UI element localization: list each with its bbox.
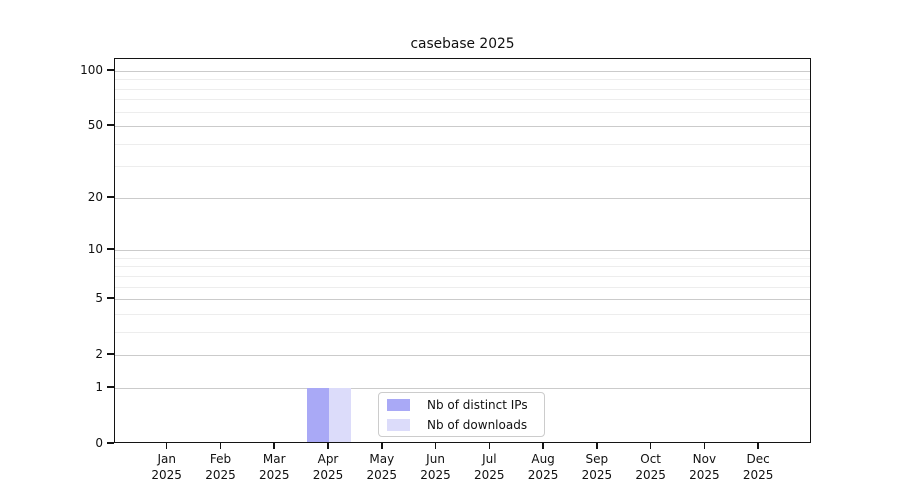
month-label: Nov bbox=[692, 452, 717, 466]
year-label: 2025 bbox=[205, 467, 236, 482]
x-axis-tick-label: Mar 2025 bbox=[244, 452, 304, 483]
month-label: Apr bbox=[317, 452, 339, 466]
year-label: 2025 bbox=[312, 467, 344, 482]
x-axis-tick-label: Sep 2025 bbox=[567, 452, 627, 483]
x-axis-tick bbox=[488, 443, 491, 449]
y-axis-tick bbox=[107, 124, 114, 126]
x-axis-tick bbox=[165, 443, 168, 449]
y-axis-tick bbox=[107, 297, 114, 299]
x-axis-tick bbox=[327, 443, 329, 449]
grid-line-major bbox=[115, 250, 810, 252]
legend-swatch-downloads bbox=[387, 418, 410, 431]
x-axis-tick bbox=[219, 443, 222, 449]
x-axis-tick-label: Aug 2025 bbox=[513, 452, 573, 483]
year-label: 2025 bbox=[258, 467, 290, 482]
plot-area bbox=[114, 58, 811, 443]
month-label: Jun bbox=[426, 452, 445, 466]
month-label: Dec bbox=[746, 452, 770, 466]
y-axis-tick-label: 10 bbox=[87, 242, 103, 257]
grid-line-minor bbox=[115, 275, 810, 277]
x-axis-tick-label: Nov 2025 bbox=[674, 452, 734, 483]
legend-label-downloads: Nb of downloads bbox=[427, 417, 528, 432]
y-axis-tick bbox=[107, 196, 114, 198]
year-label: 2025 bbox=[635, 467, 666, 482]
x-axis-tick bbox=[703, 443, 706, 449]
y-axis-tick bbox=[107, 248, 114, 250]
legend-item-distinct-ips: Nb of distinct IPs bbox=[379, 396, 544, 413]
y-axis-tick-label: 50 bbox=[87, 118, 103, 133]
y-axis-tick bbox=[107, 386, 114, 388]
year-label: 2025 bbox=[742, 467, 774, 482]
chart-title: casebase 2025 bbox=[410, 36, 515, 52]
year-label: 2025 bbox=[151, 467, 182, 482]
legend-label-distinct-ips: Nb of distinct IPs bbox=[427, 397, 528, 412]
grid-line-major bbox=[115, 70, 810, 72]
legend: Nb of distinct IPs Nb of downloads bbox=[378, 392, 545, 437]
grid-line-minor bbox=[115, 266, 810, 268]
year-label: 2025 bbox=[420, 467, 451, 482]
y-axis-tick bbox=[107, 69, 114, 71]
x-axis-tick bbox=[757, 443, 759, 449]
y-axis-tick-label: 100 bbox=[80, 62, 103, 77]
grid-line-minor bbox=[115, 99, 810, 101]
x-axis-tick-label: Jun 2025 bbox=[406, 452, 466, 483]
grid-line-minor bbox=[115, 88, 810, 90]
month-label: May bbox=[369, 452, 395, 466]
grid-line-minor bbox=[115, 143, 810, 145]
y-axis-tick-label: 5 bbox=[95, 291, 103, 306]
grid-line-major bbox=[115, 126, 810, 128]
x-axis-tick bbox=[542, 443, 544, 449]
bar-downloads bbox=[329, 387, 351, 443]
x-axis-tick-label: Dec 2025 bbox=[728, 452, 788, 483]
y-axis-tick-label: 1 bbox=[95, 379, 103, 394]
grid-line-minor bbox=[115, 286, 810, 288]
grid-line-major bbox=[115, 299, 810, 301]
grid-line-major bbox=[115, 355, 810, 357]
year-label: 2025 bbox=[689, 467, 720, 482]
grid-line-major bbox=[115, 387, 810, 389]
year-label: 2025 bbox=[474, 467, 505, 482]
month-label: Feb bbox=[209, 452, 232, 466]
grid-line-minor bbox=[115, 166, 810, 168]
y-axis-tick-label: 2 bbox=[95, 347, 103, 362]
x-axis-tick-label: Feb 2025 bbox=[190, 452, 250, 483]
y-axis-tick-label: 0 bbox=[95, 436, 103, 450]
x-axis-tick bbox=[649, 443, 652, 449]
year-label: 2025 bbox=[581, 467, 613, 482]
bar-distinct-ips bbox=[307, 387, 329, 443]
grid-line-major bbox=[115, 197, 810, 199]
y-axis-tick bbox=[107, 353, 114, 355]
x-axis-tick-label: Jan 2025 bbox=[137, 452, 197, 483]
year-label: 2025 bbox=[527, 467, 559, 482]
legend-item-downloads: Nb of downloads bbox=[379, 416, 544, 433]
grid-line-minor bbox=[115, 111, 810, 113]
x-axis-tick-label: Jul 2025 bbox=[459, 452, 519, 483]
month-label: Jul bbox=[482, 452, 497, 466]
x-axis-tick-label: Oct 2025 bbox=[621, 452, 681, 483]
month-label: Oct bbox=[640, 452, 661, 466]
y-axis-tick-label: 20 bbox=[87, 189, 103, 204]
month-label: Sep bbox=[585, 452, 609, 466]
year-label: 2025 bbox=[366, 467, 398, 482]
x-axis-tick bbox=[273, 443, 276, 449]
y-axis-tick bbox=[107, 442, 114, 444]
x-axis-tick bbox=[596, 443, 598, 449]
x-axis-tick-label: Apr 2025 bbox=[298, 452, 358, 483]
month-label: Mar bbox=[262, 452, 286, 466]
month-label: Jan bbox=[157, 452, 176, 466]
grid-line-minor bbox=[115, 257, 810, 259]
x-axis-tick bbox=[380, 443, 383, 449]
legend-swatch-distinct-ips bbox=[387, 398, 410, 411]
grid-line-minor bbox=[115, 331, 810, 333]
grid-line-minor bbox=[115, 79, 810, 81]
x-axis-tick bbox=[434, 443, 437, 449]
grid-line-minor bbox=[115, 313, 810, 315]
x-axis-tick-label: May 2025 bbox=[352, 452, 412, 483]
month-label: Aug bbox=[531, 452, 555, 466]
